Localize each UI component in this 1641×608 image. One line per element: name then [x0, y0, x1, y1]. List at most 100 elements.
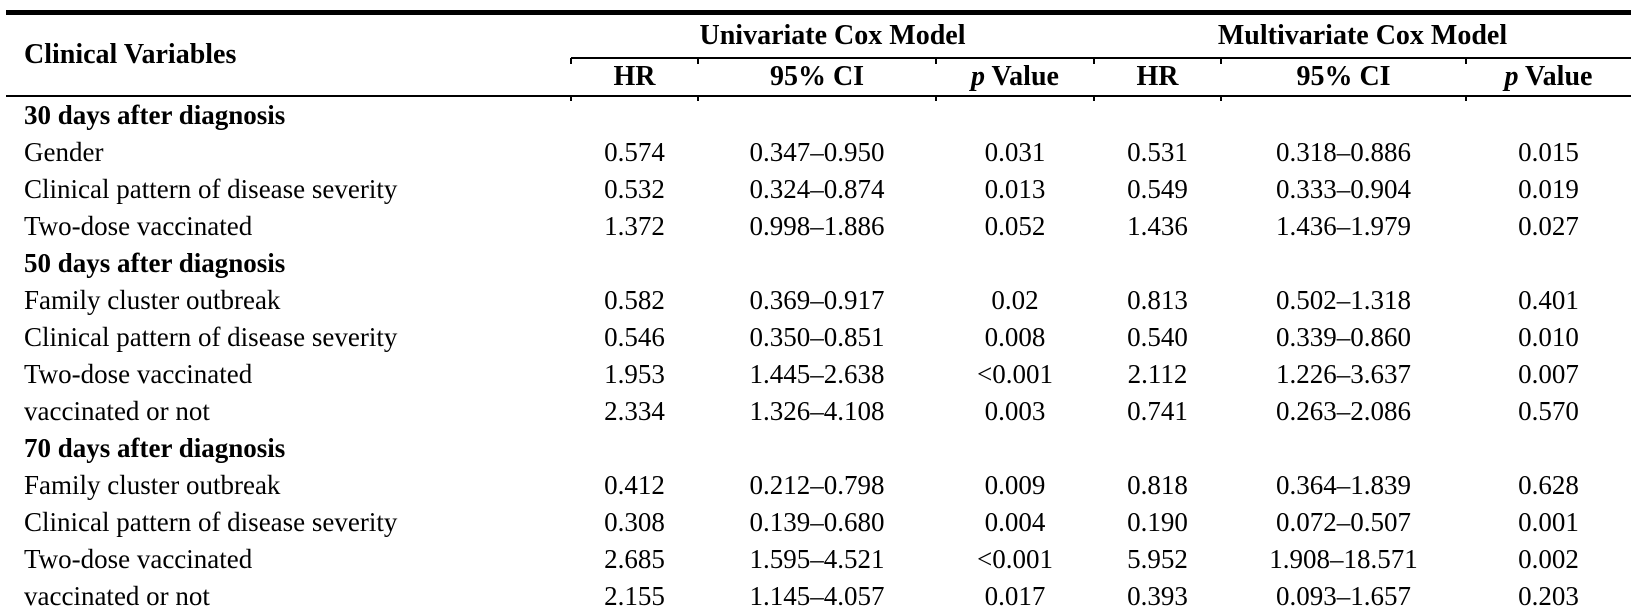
variable-cell: vaccinated or not: [24, 581, 210, 608]
uni-hr-header: HR: [570, 57, 698, 100]
multi-ci-cell: 0.364–1.839: [1276, 470, 1411, 500]
sub-header-row: HR 95% CI p Value HR 95% CI p Value: [6, 57, 1632, 100]
multi-p-cell: 0.401: [1518, 285, 1579, 315]
uni-p-cell: 0.031: [984, 137, 1046, 167]
multi-ci-cell: 1.436–1.979: [1276, 211, 1411, 241]
data-row: Family cluster outbreak 0.412 0.212–0.798 0…: [6, 467, 1631, 504]
data-row: Family cluster outbreak 0.582 0.369–0.917 0…: [6, 282, 1631, 319]
uni-ci-cell: 0.324–0.874: [749, 174, 885, 204]
data-row: Gender 0.574 0.347–0.950 0.031 0.531 0.318–0.…: [6, 134, 1631, 171]
uni-p-cell: 0.052: [984, 211, 1046, 241]
data-row: Clinical pattern of disease severity 0.53…: [6, 171, 1631, 208]
value-label: Value: [985, 60, 1059, 92]
multi-p-cell: 0.628: [1518, 470, 1579, 500]
uni-ci-cell: 0.347–0.950: [749, 137, 885, 167]
multi-hr-cell: 0.818: [1127, 470, 1188, 500]
section-header-row: 70 days after diagnosis: [6, 430, 1631, 467]
multi-hr-cell: 0.190: [1127, 507, 1188, 537]
variable-cell: Family cluster outbreak: [24, 470, 281, 500]
variable-cell: Gender: [24, 137, 104, 167]
table-header: Clinical Variables Univariate Cox Model …: [6, 12, 1632, 100]
multi-ci-cell: 0.072–0.507: [1276, 507, 1411, 537]
multi-p-cell: 0.002: [1518, 544, 1579, 574]
multi-hr-cell: 0.741: [1127, 396, 1188, 426]
uni-ci-cell: 0.212–0.798: [749, 470, 885, 500]
multi-hr-cell: 1.436: [1127, 211, 1188, 241]
p-symbol: p: [1504, 60, 1519, 92]
multi-p-cell: 0.019: [1518, 174, 1579, 204]
multi-ci-cell: 0.502–1.318: [1276, 285, 1411, 315]
uni-pvalue-header: p Value: [935, 57, 1094, 100]
uni-ci-cell: 0.350–0.851: [749, 322, 885, 352]
multi-hr-cell: 0.813: [1127, 285, 1188, 315]
variable-cell: Family cluster outbreak: [24, 285, 281, 315]
variable-cell: Two-dose vaccinated: [24, 359, 253, 389]
multi-p-cell: 0.027: [1518, 211, 1579, 241]
multi-ci-cell: 0.318–0.886: [1276, 137, 1411, 167]
multi-hr-header: HR: [1093, 57, 1221, 100]
p-symbol: p: [971, 60, 986, 92]
uni-p-cell: <0.001: [977, 544, 1053, 574]
multi-ci-header: 95% CI: [1220, 57, 1466, 100]
variable-cell: Clinical pattern of disease severity: [24, 322, 398, 352]
clinical-variables-header: Clinical Variables: [6, 12, 571, 97]
data-row: vaccinated or not 2.155 1.145–4.057 0.017 0.…: [6, 578, 1631, 608]
multi-p-cell: 0.015: [1518, 137, 1579, 167]
multi-ci-cell: 1.226–3.637: [1276, 359, 1411, 389]
multi-p-cell: 0.001: [1518, 507, 1579, 537]
multi-pvalue-header: p Value: [1464, 57, 1632, 100]
multi-p-cell: 0.010: [1518, 322, 1579, 352]
uni-p-cell: 0.004: [984, 507, 1046, 537]
uni-hr-cell: 2.685: [604, 544, 665, 574]
table-body: 30 days after diagnosis Gender 0.574 0.347–…: [6, 96, 1631, 608]
variable-cell: Clinical pattern of disease severity: [24, 174, 398, 204]
variable-cell: Two-dose vaccinated: [24, 544, 253, 574]
multi-p-cell: 0.570: [1518, 396, 1579, 426]
group-header-row: Clinical Variables Univariate Cox Model …: [6, 12, 1632, 97]
section-title: 30 days after diagnosis: [24, 100, 286, 130]
uni-p-cell: 0.008: [984, 322, 1046, 352]
multi-hr-cell: 0.531: [1127, 137, 1188, 167]
uni-p-cell: 0.003: [984, 396, 1046, 426]
uni-ci-cell: 0.369–0.917: [749, 285, 885, 315]
uni-hr-cell: 0.308: [604, 507, 665, 537]
variable-cell: Two-dose vaccinated: [24, 211, 253, 241]
multi-p-cell: 0.007: [1518, 359, 1579, 389]
uni-ci-cell: 0.139–0.680: [749, 507, 885, 537]
uni-hr-cell: 2.155: [604, 581, 665, 608]
multi-hr-cell: 2.112: [1127, 359, 1188, 389]
uni-p-cell: <0.001: [977, 359, 1053, 389]
multi-ci-cell: 0.339–0.860: [1276, 322, 1411, 352]
data-row: Clinical pattern of disease severity 0.30…: [6, 504, 1631, 541]
data-row: Two-dose vaccinated 1.953 1.445–2.638 <0.00…: [6, 356, 1631, 393]
data-row: Clinical pattern of disease severity 0.54…: [6, 319, 1631, 356]
variable-cell: Clinical pattern of disease severity: [24, 507, 398, 537]
uni-hr-cell: 0.412: [604, 470, 665, 500]
section-title: 70 days after diagnosis: [24, 433, 286, 463]
multi-ci-cell: 1.908–18.571: [1269, 544, 1418, 574]
uni-p-cell: 0.02: [991, 285, 1039, 315]
section-header-row: 30 days after diagnosis: [6, 96, 1631, 134]
uni-ci-cell: 1.326–4.108: [749, 396, 885, 426]
uni-hr-cell: 0.582: [604, 285, 665, 315]
uni-ci-cell: 0.998–1.886: [749, 211, 885, 241]
uni-ci-header: 95% CI: [697, 57, 936, 100]
uni-p-cell: 0.017: [984, 581, 1046, 608]
value-label: Value: [1518, 60, 1593, 92]
section-title: 50 days after diagnosis: [24, 248, 286, 278]
multivariate-group-header: Multivariate Cox Model: [1094, 12, 1632, 59]
uni-ci-cell: 1.145–4.057: [749, 581, 885, 608]
uni-hr-cell: 0.546: [604, 322, 665, 352]
data-row: Two-dose vaccinated 1.372 0.998–1.886 0.052…: [6, 208, 1631, 245]
uni-hr-cell: 0.574: [604, 137, 665, 167]
section-header-row: 50 days after diagnosis: [6, 245, 1631, 282]
multi-p-cell: 0.203: [1518, 581, 1579, 608]
uni-ci-cell: 1.595–4.521: [749, 544, 885, 574]
uni-hr-cell: 1.372: [604, 211, 665, 241]
uni-hr-cell: 1.953: [604, 359, 665, 389]
uni-hr-cell: 0.532: [604, 174, 665, 204]
cox-model-results-table: Clinical Variables Univariate Cox Model …: [6, 10, 1632, 608]
multi-hr-cell: 0.393: [1127, 581, 1188, 608]
multi-ci-cell: 0.093–1.657: [1276, 581, 1411, 608]
